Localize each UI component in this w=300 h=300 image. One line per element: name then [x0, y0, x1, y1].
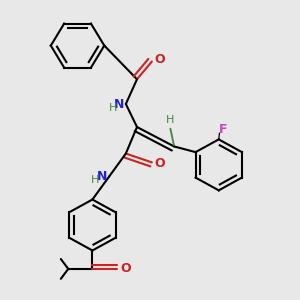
Text: O: O: [155, 53, 166, 66]
Text: N: N: [97, 170, 107, 183]
Text: O: O: [120, 262, 131, 275]
Text: H: H: [91, 175, 99, 185]
Text: H: H: [166, 115, 175, 124]
Text: H: H: [109, 103, 117, 112]
Text: F: F: [219, 123, 228, 136]
Text: N: N: [114, 98, 124, 110]
Text: O: O: [155, 157, 166, 170]
